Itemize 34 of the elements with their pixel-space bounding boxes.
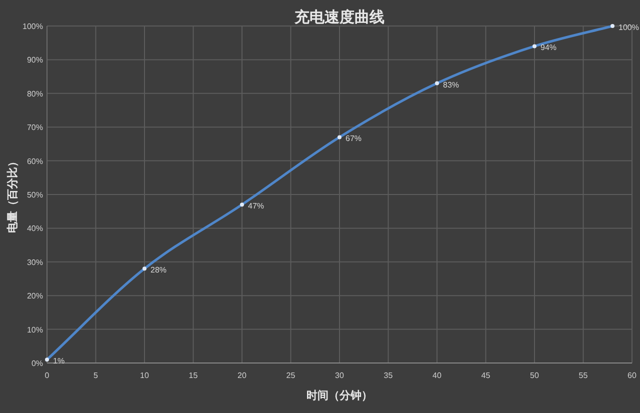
y-tick-label: 50%	[26, 190, 43, 200]
data-label: 94%	[540, 43, 557, 52]
chart-title: 充电速度曲线	[294, 8, 384, 26]
x-tick-label: 0	[44, 371, 50, 380]
x-tick-label: 10	[140, 371, 150, 380]
y-tick-label: 100%	[22, 22, 43, 31]
y-axis-title: 电量（百分比）	[6, 156, 19, 233]
y-tick-label: 20%	[26, 292, 43, 301]
y-tick-label: 10%	[26, 325, 43, 334]
x-tick-label: 20	[238, 371, 247, 380]
x-tick-label: 50	[530, 371, 540, 380]
data-label: 28%	[150, 266, 167, 275]
y-tick-label: 80%	[26, 89, 43, 98]
x-tick-label: 45	[481, 371, 491, 380]
x-tick-label: 25	[286, 371, 296, 380]
y-tick-label: 70%	[26, 123, 43, 132]
x-tick-label: 40	[432, 371, 442, 380]
data-label: 100%	[618, 23, 639, 32]
x-axis-title: 时间（分钟）	[306, 389, 372, 402]
data-label: 1%	[53, 356, 65, 366]
y-tick-label: 90%	[26, 56, 43, 65]
x-tick-label: 30	[335, 371, 344, 380]
x-tick-label: 55	[578, 371, 588, 380]
x-tick-label: 15	[188, 371, 198, 380]
x-tick-label: 60	[628, 371, 637, 380]
x-tick-label: 5	[94, 371, 99, 380]
y-tick-label: 60%	[26, 156, 43, 166]
y-tick-label: 0%	[31, 359, 43, 368]
y-tick-label: 30%	[26, 258, 43, 267]
data-label: 47%	[248, 202, 264, 211]
data-label: 67%	[346, 134, 362, 144]
data-label: 83%	[443, 80, 460, 90]
y-tick-label: 40%	[26, 224, 43, 234]
x-tick-label: 35	[384, 371, 394, 380]
